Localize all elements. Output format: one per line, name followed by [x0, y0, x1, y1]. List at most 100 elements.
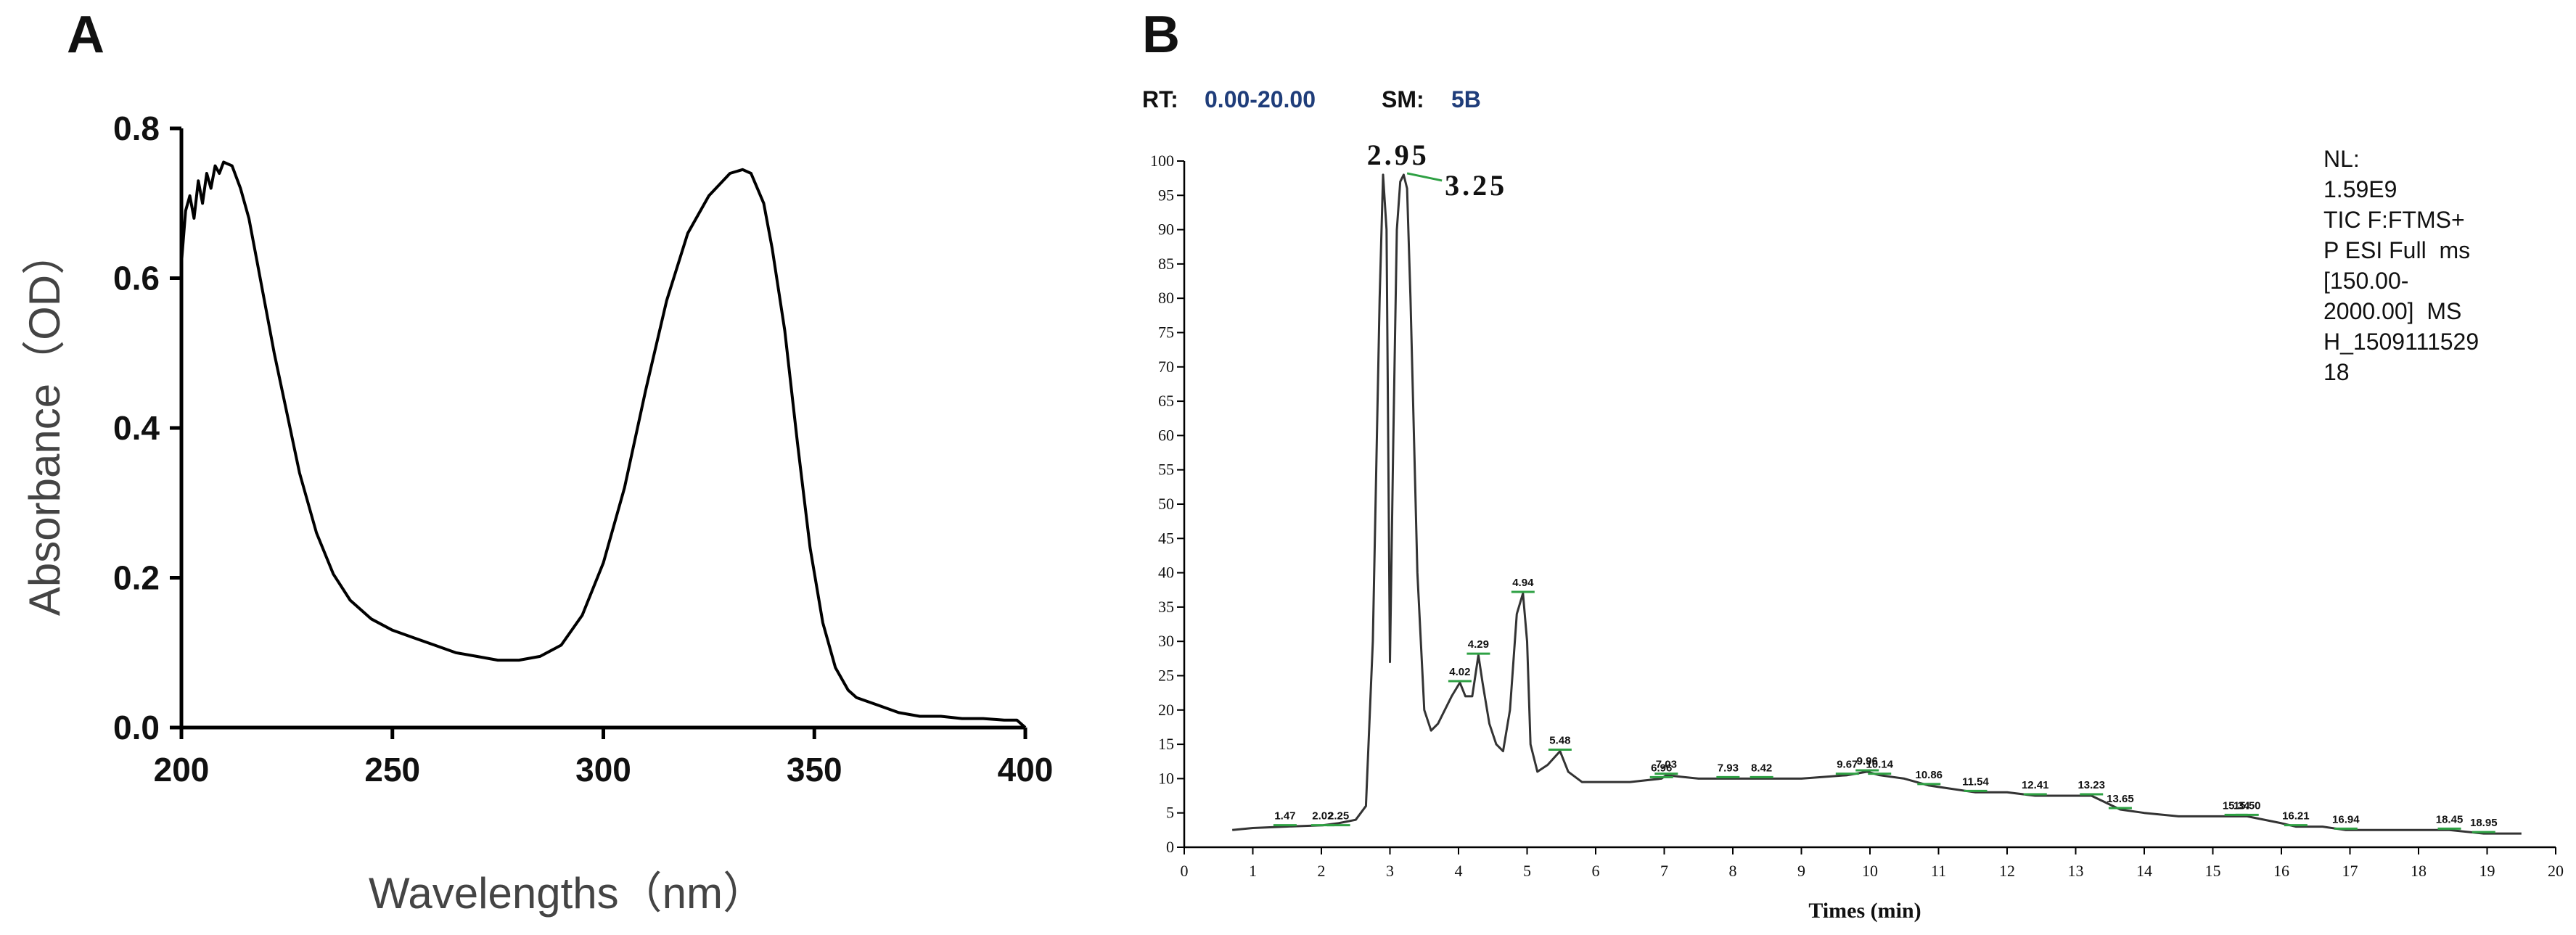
- panel-b-xtick-label: 10: [1862, 862, 1878, 880]
- panel-b-xtick-label: 18: [2411, 862, 2427, 880]
- panel-b-ytick-label: 55: [1158, 461, 1174, 479]
- panel-b-xtick-label: 19: [2479, 862, 2495, 880]
- panel-b-xtick-label: 13: [2068, 862, 2084, 880]
- panel-b-peak-label: 9.67: [1837, 759, 1858, 771]
- panel-b-info-line: [150.00-: [2323, 268, 2408, 294]
- panel-a-ytick-label: 0.4: [113, 409, 160, 447]
- panel-b-ytick-label: 15: [1158, 735, 1174, 753]
- panel-b-peak-label: 6.96: [1651, 762, 1672, 774]
- panel-a-ytick-label: 0.0: [113, 709, 160, 746]
- panel-b-ytick-label: 95: [1158, 186, 1174, 204]
- panel-b-peak-label: 1.47: [1274, 810, 1295, 823]
- panel-b-info-line: TIC F:FTMS+: [2323, 207, 2465, 233]
- panel-b-ytick-label: 100: [1150, 152, 1174, 170]
- panel-b-peak-label: 12.41: [2022, 779, 2049, 791]
- panel-a-ytick-label: 0.6: [113, 260, 160, 297]
- panel-b-data: [1232, 173, 2522, 835]
- panel-b-xtick-label: 7: [1660, 862, 1668, 880]
- panel-a-xtick-label: 300: [575, 751, 631, 788]
- panel-b-series-line: [1232, 173, 2522, 835]
- panel-b-peak-label: 2.25: [1328, 810, 1349, 823]
- panel-b-info-line: NL:: [2323, 146, 2360, 172]
- panel-b-peak-label: 7.03: [1656, 759, 1677, 771]
- panel-b-axes: [1183, 161, 2556, 849]
- panel-b-peak-label: 18.45: [2436, 813, 2464, 825]
- panel-a-xtick-label: 400: [998, 751, 1054, 788]
- panel-b-rt-label: RT:: [1142, 86, 1178, 112]
- panel-a-data: [180, 160, 1027, 729]
- panel-a-ytick-label: 0.8: [113, 110, 160, 147]
- panel-a-chart: A Absorbance（OD） Wavelengths（nm） 200 250 3…: [20, 6, 1053, 918]
- panel-b-xtick-label: 8: [1729, 862, 1737, 880]
- panel-b-ytick-label: 70: [1158, 358, 1174, 376]
- panel-b-peak-label: 13.23: [2077, 779, 2105, 791]
- panel-b-peak-label: 10.86: [1915, 769, 1943, 781]
- panel-b-info-box: NL: 1.59E9 TIC F:FTMS+ P ESI Full ms [150.00…: [2323, 146, 2479, 385]
- panel-b-ytick-label: 80: [1158, 289, 1174, 307]
- panel-b-xtick-label: 4: [1455, 862, 1463, 880]
- panel-b-peak-label: 16.94: [2332, 813, 2360, 825]
- panel-b-peak-label: 8.42: [1751, 762, 1772, 774]
- panel-b-peak-label: 15.50: [2234, 799, 2261, 812]
- panel-b-peak-label: 10.14: [1866, 759, 1893, 771]
- panel-b-xtick-label: 15: [2205, 862, 2221, 880]
- panel-b-peak-label: 4.29: [1468, 638, 1489, 651]
- panel-b-peak-label: 9.96: [1857, 755, 1878, 767]
- panel-b-info-line: 18: [2323, 359, 2350, 385]
- panel-b-ytick-label: 75: [1158, 324, 1174, 342]
- panel-a-ylabel: Absorbance（OD）: [20, 231, 69, 616]
- panel-b-peak-label: 7.93: [1718, 762, 1739, 774]
- panel-b-info-line: 2000.00] MS: [2323, 298, 2461, 324]
- panel-b-peak-label: 13.65: [2107, 793, 2134, 805]
- panel-b-xtick-label: 14: [2136, 862, 2152, 880]
- panel-b-xtick-label: 5: [1523, 862, 1531, 880]
- panel-b-ytick-label: 35: [1158, 598, 1174, 616]
- panel-a-xtick-label: 350: [787, 751, 842, 788]
- panel-b-ytick-label: 85: [1158, 255, 1174, 273]
- panel-a-series-line: [180, 160, 1027, 729]
- panel-b-peak-label: 4.94: [1512, 577, 1534, 589]
- panel-b-main-peak-marker: [1406, 172, 1443, 182]
- panel-b-xtick-label: 16: [2273, 862, 2289, 880]
- panel-b-xtick-label: 1: [1249, 862, 1257, 880]
- panel-b-ytick-label: 45: [1158, 529, 1174, 547]
- panel-b-rt-value: 0.00-20.00: [1205, 86, 1316, 112]
- panel-b-xtick-label: 12: [1999, 862, 2015, 880]
- panel-a-xtick-label: 250: [364, 751, 420, 788]
- panel-b-ytick-label: 20: [1158, 701, 1174, 719]
- panel-b-peak-label: 18.95: [2470, 817, 2498, 829]
- panel-b-ytick-label: 65: [1158, 392, 1174, 410]
- panel-b-main-peak-label: 3.25: [1445, 169, 1507, 202]
- panel-b-ytick-label: 30: [1158, 632, 1174, 650]
- panel-b-ytick-label: 40: [1158, 564, 1174, 582]
- panel-a-letter: A: [67, 6, 104, 64]
- panel-b-ytick-label: 5: [1166, 804, 1174, 822]
- panel-b-peak-label: 11.54: [1962, 775, 1989, 788]
- panel-b-xtick-label: 17: [2342, 862, 2358, 880]
- panel-b-peak-labels: 1.47 2.022.25 4.02 4.29 4.94 5.48 6.967.03 7.93…: [1273, 139, 2498, 833]
- panel-b-peak-label: 2.02: [1312, 810, 1333, 823]
- panel-b-sm-label: SM:: [1382, 86, 1424, 112]
- panel-b-xtick-label: 6: [1592, 862, 1600, 880]
- panel-b-ticks: 0 1 2 3 4 5 6 7 8 9 10 11 12 13 14 15 16 17 18 19 2005101520…: [1150, 152, 2564, 880]
- panel-b-main-peak-label: 2.95: [1367, 139, 1429, 171]
- panel-b-ytick-label: 60: [1158, 426, 1174, 444]
- panel-b-ytick-label: 50: [1158, 495, 1174, 513]
- panel-b-peak-label: 5.48: [1549, 735, 1570, 747]
- panel-b-ytick-label: 90: [1158, 221, 1174, 239]
- panel-b-peak-label: 4.02: [1449, 666, 1470, 678]
- panel-b-info-line: P ESI Full ms: [2323, 237, 2470, 263]
- panel-b-xtick-label: 3: [1386, 862, 1394, 880]
- panel-a-ticks: 200 250 300 350 400 0.0 0.2 0.4 0.6 0.8: [113, 110, 1053, 788]
- panel-b-xtick-label: 11: [1931, 862, 1946, 880]
- panel-b-peak-label: 15.34: [2223, 799, 2250, 812]
- panel-b-peak-label: 16.21: [2282, 810, 2310, 823]
- panel-b-xtick-label: 2: [1318, 862, 1326, 880]
- panel-a-xtick-label: 200: [154, 751, 210, 788]
- panel-b-xtick-label: 9: [1797, 862, 1805, 880]
- panel-b-sm-value: 5B: [1451, 86, 1481, 112]
- panel-b-letter: B: [1142, 6, 1180, 64]
- panel-b-info-line: 1.59E9: [2323, 176, 2397, 202]
- panel-b-info-line: H_1509111529: [2323, 329, 2479, 355]
